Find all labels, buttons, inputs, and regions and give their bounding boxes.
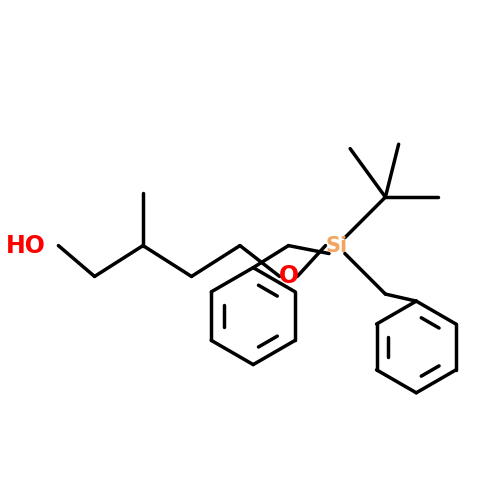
Text: O: O [278, 264, 298, 288]
Text: HO: HO [6, 234, 46, 258]
Text: Si: Si [326, 236, 348, 256]
